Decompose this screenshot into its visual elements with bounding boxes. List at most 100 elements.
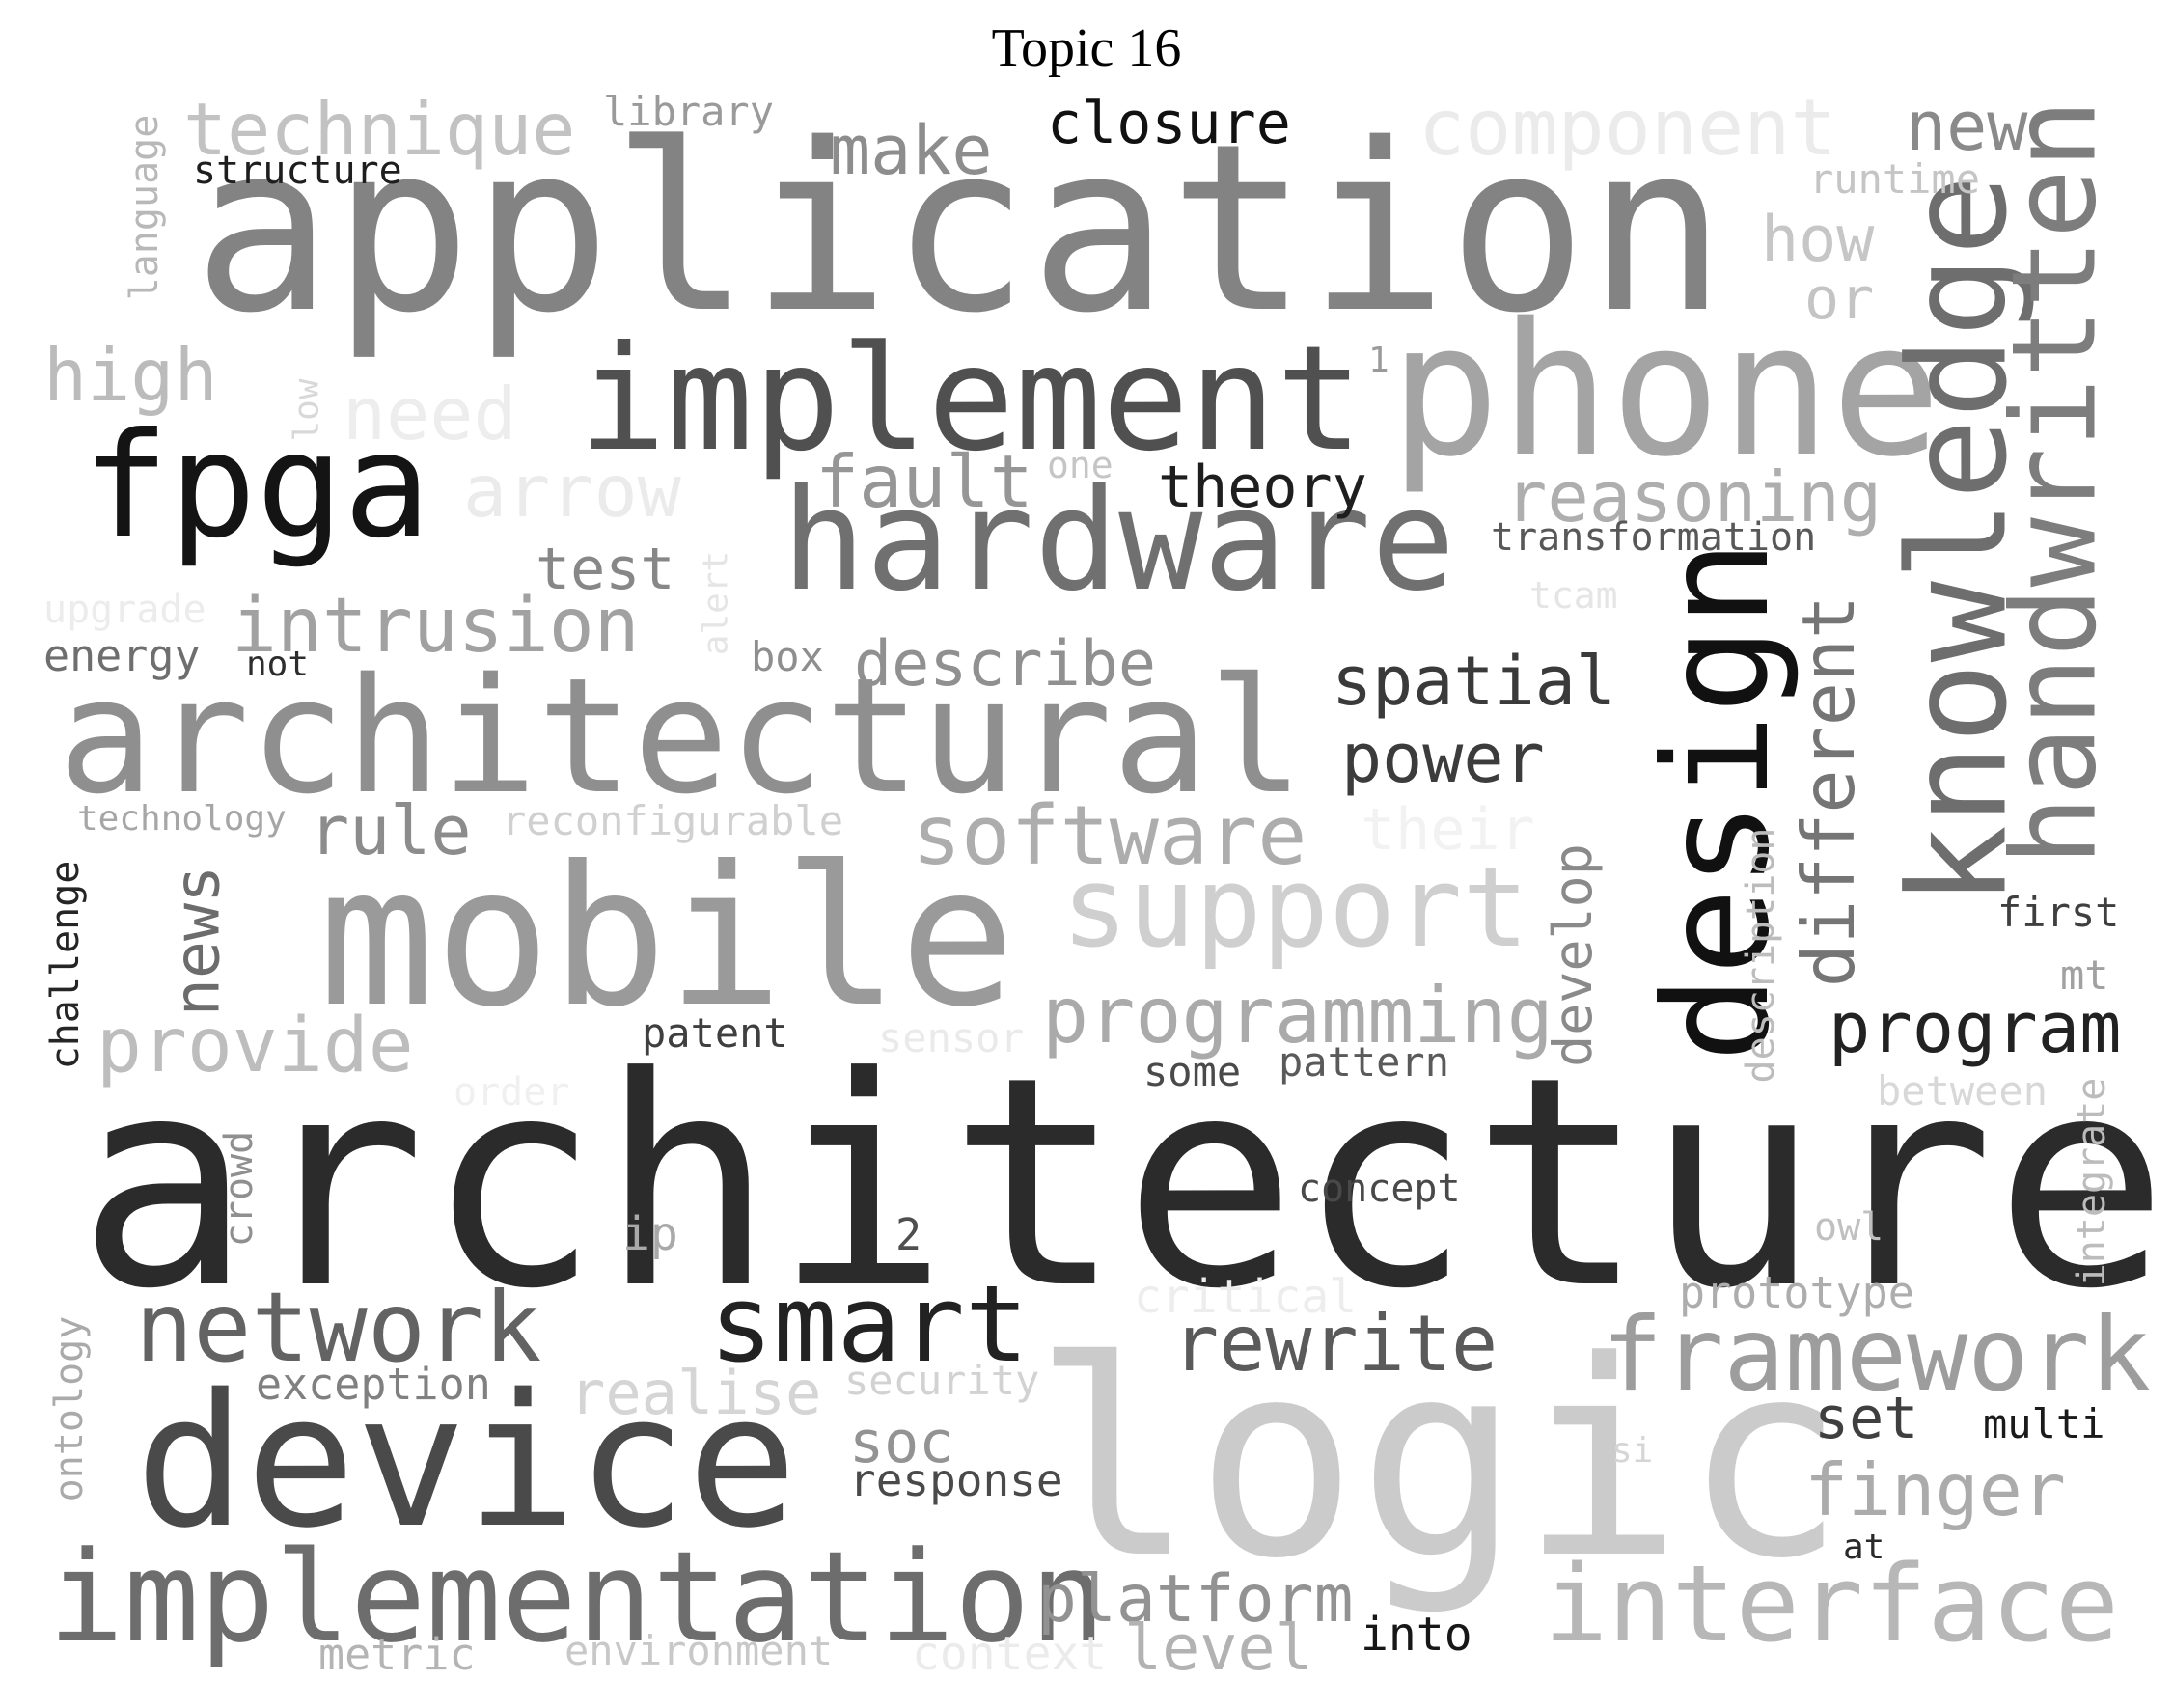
word-sensor: sensor xyxy=(878,1014,1025,1061)
word-one: one xyxy=(1047,444,1114,486)
word-2: 2 xyxy=(895,1209,921,1260)
word-high: high xyxy=(43,333,218,418)
word-fpga: fpga xyxy=(82,402,430,570)
word-new: new xyxy=(1906,87,2028,166)
cloud-title: Topic 16 xyxy=(991,18,1182,78)
word-rule: rule xyxy=(309,791,472,870)
word-handwritten: handwritten xyxy=(1989,99,2123,867)
word-framework: framework xyxy=(1602,1296,2151,1414)
word-description: description xyxy=(1739,828,1783,1084)
word-arrow: arrow xyxy=(463,449,682,534)
word-concept: concept xyxy=(1298,1167,1461,1211)
word-intrusion: intrusion xyxy=(232,583,640,670)
word-different: different xyxy=(1786,595,1871,987)
word-pattern: pattern xyxy=(1279,1038,1449,1086)
word-integrate: integrate xyxy=(2070,1078,2114,1287)
word-energy: energy xyxy=(43,630,201,681)
word-provide: provide xyxy=(96,1003,414,1089)
word-their: their xyxy=(1361,796,1535,864)
word-runtime: runtime xyxy=(1809,155,1980,203)
word-mt: mt xyxy=(2060,951,2109,999)
word-fault: fault xyxy=(815,439,1033,524)
word-transformation: transformation xyxy=(1491,515,1816,560)
word-program: program xyxy=(1829,987,2121,1068)
word-theory: theory xyxy=(1158,454,1367,521)
word-not: not xyxy=(246,645,309,684)
word-develop: develop xyxy=(1542,843,1604,1067)
word-challenge: challenge xyxy=(43,861,88,1070)
word-technology: technology xyxy=(77,799,287,839)
word-closure: closure xyxy=(1047,90,1291,157)
word-exception: exception xyxy=(256,1359,491,1410)
word-phone: phone xyxy=(1389,284,1941,497)
word-between: between xyxy=(1877,1067,2048,1115)
word-reasoning: reasoning xyxy=(1505,456,1882,537)
word-some: some xyxy=(1143,1048,1241,1095)
word-environment: environment xyxy=(564,1627,833,1674)
word-upgrade: upgrade xyxy=(43,588,206,632)
word-architecture: architecture xyxy=(77,1015,2168,1352)
word-implement: implement xyxy=(579,316,1363,483)
word-into: into xyxy=(1361,1608,1472,1662)
word-tcam: tcam xyxy=(1529,574,1618,617)
word-implementation: implementation xyxy=(48,1524,1106,1670)
word-crowd: crowd xyxy=(217,1131,261,1247)
word-soc: soc xyxy=(849,1409,953,1476)
word-critical: critical xyxy=(1134,1270,1357,1324)
word-architectural: architectural xyxy=(58,644,1304,829)
word-interface: interface xyxy=(1544,1542,2119,1666)
word-platform: platform xyxy=(1037,1561,1354,1638)
word-logic: logic xyxy=(1032,1304,1846,1618)
word-finger: finger xyxy=(1804,1447,2066,1532)
word-low: low xyxy=(288,378,327,441)
word-first: first xyxy=(1997,889,2119,936)
word-support: support xyxy=(1061,843,1529,973)
word-make: make xyxy=(830,111,993,190)
word-multi: multi xyxy=(1983,1400,2104,1447)
word-software: software xyxy=(912,788,1307,884)
word-library: library xyxy=(603,88,774,135)
word-level: level xyxy=(1124,1612,1313,1685)
word-need: need xyxy=(343,372,517,456)
word-order: order xyxy=(454,1070,569,1115)
word-how: how xyxy=(1761,204,1875,276)
word-response: response xyxy=(849,1454,1063,1506)
word-1: 1 xyxy=(1368,341,1389,380)
word-prototype: prototype xyxy=(1679,1267,1914,1318)
word-set: set xyxy=(1814,1385,1918,1452)
word-hardware: hardware xyxy=(782,459,1455,622)
word-box: box xyxy=(751,633,824,680)
word-owl: owl xyxy=(1814,1205,1884,1250)
word-security: security xyxy=(844,1357,1039,1404)
word-alert: alert xyxy=(697,551,736,655)
word-context: context xyxy=(912,1627,1107,1681)
word-metric: metric xyxy=(318,1629,476,1680)
word-ontology: ontology xyxy=(47,1316,92,1502)
word-describe: describe xyxy=(854,628,1156,701)
word-device: device xyxy=(135,1355,797,1568)
word-design: design xyxy=(1634,539,1802,1062)
word-ip: ip xyxy=(622,1207,678,1261)
word-at: at xyxy=(1843,1528,1884,1567)
word-structure: structure xyxy=(193,149,402,193)
word-smart: smart xyxy=(709,1262,1029,1386)
word-rewrite: rewrite xyxy=(1172,1299,1498,1389)
word-mobile: mobile xyxy=(318,825,1015,1050)
word-patent: patent xyxy=(642,1009,788,1057)
word-language: language xyxy=(123,115,167,301)
word-or: or xyxy=(1804,265,1874,333)
word-network: network xyxy=(135,1271,541,1384)
word-spatial: spatial xyxy=(1332,642,1616,721)
word-si: si xyxy=(1611,1431,1653,1471)
word-news: news xyxy=(162,866,234,1017)
word-test: test xyxy=(536,536,675,603)
word-technique: technique xyxy=(183,87,575,172)
word-application: application xyxy=(193,94,1726,364)
word-programming: programming xyxy=(1042,971,1554,1061)
word-knowledge: knowledge xyxy=(1881,175,2038,907)
word-reconfigurable: reconfigurable xyxy=(502,797,843,844)
word-realise: realise xyxy=(569,1358,821,1428)
word-power: power xyxy=(1341,719,1545,798)
word-component: component xyxy=(1418,83,1836,173)
